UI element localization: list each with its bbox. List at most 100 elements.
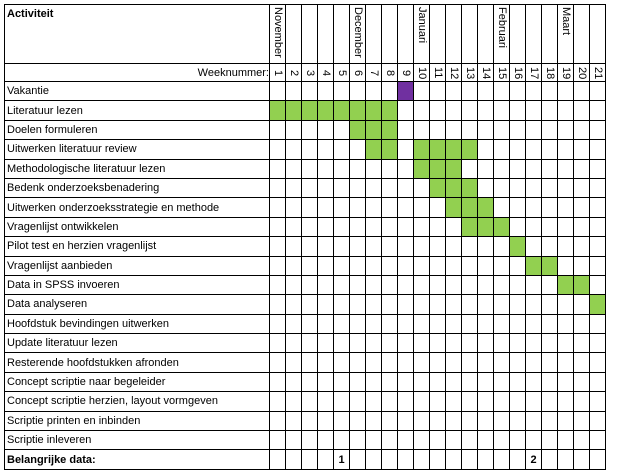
gantt-cell[interactable] [285, 177, 302, 199]
gantt-cell[interactable] [557, 410, 574, 432]
gantt-cell[interactable] [381, 430, 398, 451]
gantt-cell[interactable] [445, 80, 462, 102]
gantt-cell[interactable] [557, 352, 574, 373]
week-number-cell[interactable]: 7 [365, 63, 382, 82]
gantt-cell[interactable] [381, 158, 398, 179]
gantt-bar-cell[interactable] [525, 255, 542, 276]
gantt-cell[interactable] [429, 352, 446, 373]
gantt-cell[interactable] [269, 430, 286, 451]
gantt-cell[interactable] [573, 177, 590, 199]
gantt-bar-cell[interactable] [413, 158, 430, 179]
gantt-cell[interactable] [525, 410, 542, 432]
gantt-bar-cell[interactable] [445, 177, 462, 199]
gantt-cell[interactable] [269, 313, 286, 335]
gantt-bar-cell[interactable] [365, 100, 382, 121]
activity-name[interactable]: Resterende hoofdstukken afronden [4, 352, 270, 373]
gantt-cell[interactable] [333, 158, 350, 179]
gantt-bar-cell[interactable] [349, 119, 366, 141]
gantt-cell[interactable] [349, 274, 366, 296]
gantt-cell[interactable] [429, 119, 446, 141]
gantt-cell[interactable] [557, 158, 574, 179]
gantt-cell[interactable] [317, 216, 334, 238]
gantt-cell[interactable] [301, 236, 318, 257]
month-cell[interactable]: Maart [557, 4, 574, 64]
gantt-cell[interactable] [413, 274, 430, 296]
gantt-bar-cell[interactable] [589, 294, 606, 315]
gantt-bar-cell[interactable] [365, 119, 382, 141]
gantt-cell[interactable] [445, 371, 462, 393]
gantt-cell[interactable] [477, 119, 494, 141]
gantt-cell[interactable] [381, 391, 398, 412]
gantt-cell[interactable] [461, 391, 478, 412]
gantt-cell[interactable] [413, 236, 430, 257]
gantt-cell[interactable] [317, 410, 334, 432]
week-number-cell[interactable]: 2 [285, 63, 302, 82]
gantt-cell[interactable] [493, 177, 510, 199]
gantt-cell[interactable] [589, 100, 606, 121]
gantt-cell[interactable] [349, 410, 366, 432]
gantt-bar-cell[interactable] [429, 139, 446, 160]
gantt-cell[interactable] [333, 216, 350, 238]
gantt-cell[interactable] [349, 333, 366, 354]
gantt-cell[interactable] [429, 430, 446, 451]
activity-name[interactable]: Pilot test en herzien vragenlijst [4, 236, 270, 257]
gantt-cell[interactable] [429, 255, 446, 276]
gantt-cell[interactable] [397, 333, 414, 354]
important-date-cell[interactable] [557, 449, 574, 470]
gantt-cell[interactable] [397, 139, 414, 160]
gantt-cell[interactable] [493, 313, 510, 335]
gantt-cell[interactable] [589, 430, 606, 451]
gantt-cell[interactable] [509, 371, 526, 393]
gantt-cell[interactable] [381, 333, 398, 354]
gantt-cell[interactable] [285, 274, 302, 296]
gantt-cell[interactable] [365, 410, 382, 432]
gantt-cell[interactable] [477, 333, 494, 354]
month-cell[interactable] [461, 4, 478, 64]
gantt-cell[interactable] [573, 255, 590, 276]
gantt-cell[interactable] [573, 236, 590, 257]
gantt-cell[interactable] [477, 430, 494, 451]
gantt-cell[interactable] [477, 100, 494, 121]
gantt-cell[interactable] [317, 274, 334, 296]
gantt-cell[interactable] [429, 216, 446, 238]
gantt-cell[interactable] [557, 294, 574, 315]
month-cell[interactable] [333, 4, 350, 64]
gantt-cell[interactable] [445, 391, 462, 412]
important-date-cell[interactable] [381, 449, 398, 470]
gantt-cell[interactable] [269, 371, 286, 393]
gantt-bar-cell[interactable] [429, 158, 446, 179]
activity-name[interactable]: Uitwerken literatuur review [4, 139, 270, 160]
gantt-cell[interactable] [301, 274, 318, 296]
month-cell[interactable] [525, 4, 542, 64]
gantt-cell[interactable] [509, 274, 526, 296]
week-number-cell[interactable]: 16 [509, 63, 526, 82]
gantt-cell[interactable] [445, 119, 462, 141]
gantt-cell[interactable] [397, 216, 414, 238]
gantt-cell[interactable] [397, 391, 414, 412]
gantt-cell[interactable] [541, 274, 558, 296]
gantt-cell[interactable] [365, 255, 382, 276]
gantt-cell[interactable] [365, 274, 382, 296]
activity-name[interactable]: Bedenk onderzoeksbenadering [4, 177, 270, 199]
gantt-cell[interactable] [269, 294, 286, 315]
week-number-cell[interactable]: 21 [589, 63, 606, 82]
gantt-cell[interactable] [333, 274, 350, 296]
gantt-cell[interactable] [589, 216, 606, 238]
gantt-bar-cell[interactable] [301, 100, 318, 121]
gantt-cell[interactable] [285, 333, 302, 354]
gantt-cell[interactable] [557, 313, 574, 335]
gantt-bar-cell[interactable] [477, 197, 494, 218]
gantt-cell[interactable] [301, 410, 318, 432]
gantt-cell[interactable] [573, 197, 590, 218]
activity-name[interactable]: Concept scriptie herzien, layout vormgev… [4, 391, 270, 412]
gantt-cell[interactable] [349, 158, 366, 179]
gantt-cell[interactable] [541, 236, 558, 257]
gantt-cell[interactable] [493, 333, 510, 354]
gantt-cell[interactable] [477, 139, 494, 160]
gantt-cell[interactable] [493, 430, 510, 451]
activity-name[interactable]: Scriptie printen en inbinden [4, 410, 270, 432]
gantt-cell[interactable] [477, 236, 494, 257]
gantt-cell[interactable] [461, 294, 478, 315]
gantt-cell[interactable] [317, 197, 334, 218]
gantt-cell[interactable] [365, 236, 382, 257]
